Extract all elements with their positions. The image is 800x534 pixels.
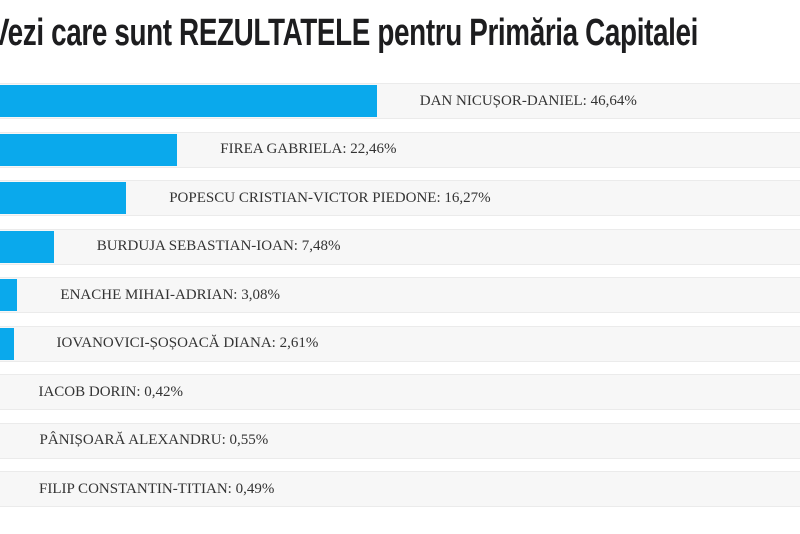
result-row: FIREA GABRIELA: 22,46% [0, 131, 800, 168]
result-label: FIREA GABRIELA: 22,46% [220, 141, 397, 157]
result-label: IOVANOVICI-ȘOȘOACĂ DIANA: 2,61% [56, 335, 319, 351]
result-row: POPESCU CRISTIAN-VICTOR PIEDONE: 16,27% [0, 180, 800, 216]
result-label: PÂNIȘOARĂ ALEXANDRU: 0,55% [39, 432, 269, 448]
result-label: POPESCU CRISTIAN-VICTOR PIEDONE: 16,27% [169, 189, 491, 206]
result-row: BURDUJA SEBASTIAN-IOAN: 7,48% [0, 228, 800, 265]
result-row: IOVANOVICI-ȘOȘOACĂ DIANA: 2,61% [0, 325, 800, 362]
result-bar [0, 230, 54, 263]
page-title: Vezi care sunt REZULTATELE pentru Primăr… [0, 12, 698, 54]
result-row: IACOB DORIN: 0,42% [0, 374, 800, 410]
result-label: DAN NICUȘOR-DANIEL: 46,64% [419, 92, 637, 109]
result-bar [0, 85, 377, 117]
result-row: PÂNIȘOARĂ ALEXANDRU: 0,55% [0, 422, 800, 459]
result-label: ENACHE MIHAI-ADRIAN: 3,08% [60, 286, 280, 303]
result-row: DAN NICUȘOR-DANIEL: 46,64% [0, 83, 800, 119]
result-row: FILIP CONSTANTIN-TITIAN: 0,49% [0, 471, 800, 507]
result-label: IACOB DORIN: 0,42% [38, 383, 184, 400]
result-bar [0, 327, 14, 360]
result-bar [0, 182, 127, 214]
results-bar-chart: DAN NICUȘOR-DANIEL: 46,64% FIREA GABRIELA… [0, 83, 800, 520]
result-label: FILIP CONSTANTIN-TITIAN: 0,49% [39, 480, 275, 497]
result-row: ENACHE MIHAI-ADRIAN: 3,08% [0, 277, 800, 313]
result-label: BURDUJA SEBASTIAN-IOAN: 7,48% [96, 238, 341, 254]
result-bar [0, 133, 178, 166]
result-bar [0, 279, 18, 311]
